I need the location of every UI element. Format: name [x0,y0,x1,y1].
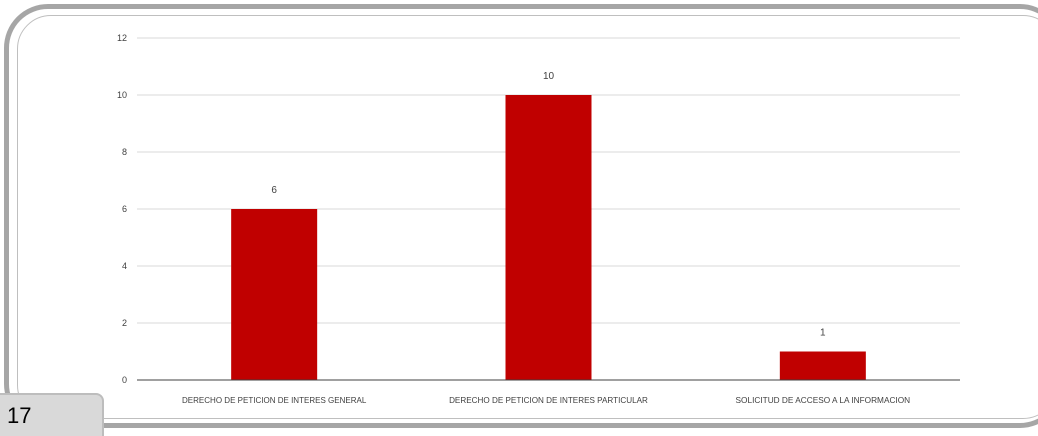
data-label: 10 [543,71,555,82]
page-number-tab: 17 [0,393,104,436]
data-label: 1 [820,328,826,339]
data-label: 6 [271,185,277,196]
page-number: 17 [7,403,32,428]
y-tick-label: 6 [122,204,127,214]
bars [231,95,866,380]
data-labels: 6 10 1 [271,71,826,339]
x-category-label: DERECHO DE PETICION DE INTERES GENERAL [182,395,367,405]
x-category-label: DERECHO DE PETICION DE INTERES PARTICULA… [449,395,648,405]
x-axis-categories: DERECHO DE PETICION DE INTERES GENERAL DE… [182,395,910,405]
y-tick-label: 2 [122,318,127,328]
y-tick-label: 12 [117,33,127,43]
bar [505,95,592,380]
y-tick-label: 8 [122,147,127,157]
y-tick-label: 10 [117,90,127,100]
bar [231,209,318,380]
rounded-frame-inner [17,15,1038,419]
y-tick-label: 0 [122,375,127,385]
y-axis-ticks: 0 2 4 6 8 10 12 [117,33,127,385]
x-category-label: SOLICITUD DE ACCESO A LA INFORMACION [736,395,911,405]
y-tick-label: 4 [122,261,127,271]
bar [779,351,866,380]
